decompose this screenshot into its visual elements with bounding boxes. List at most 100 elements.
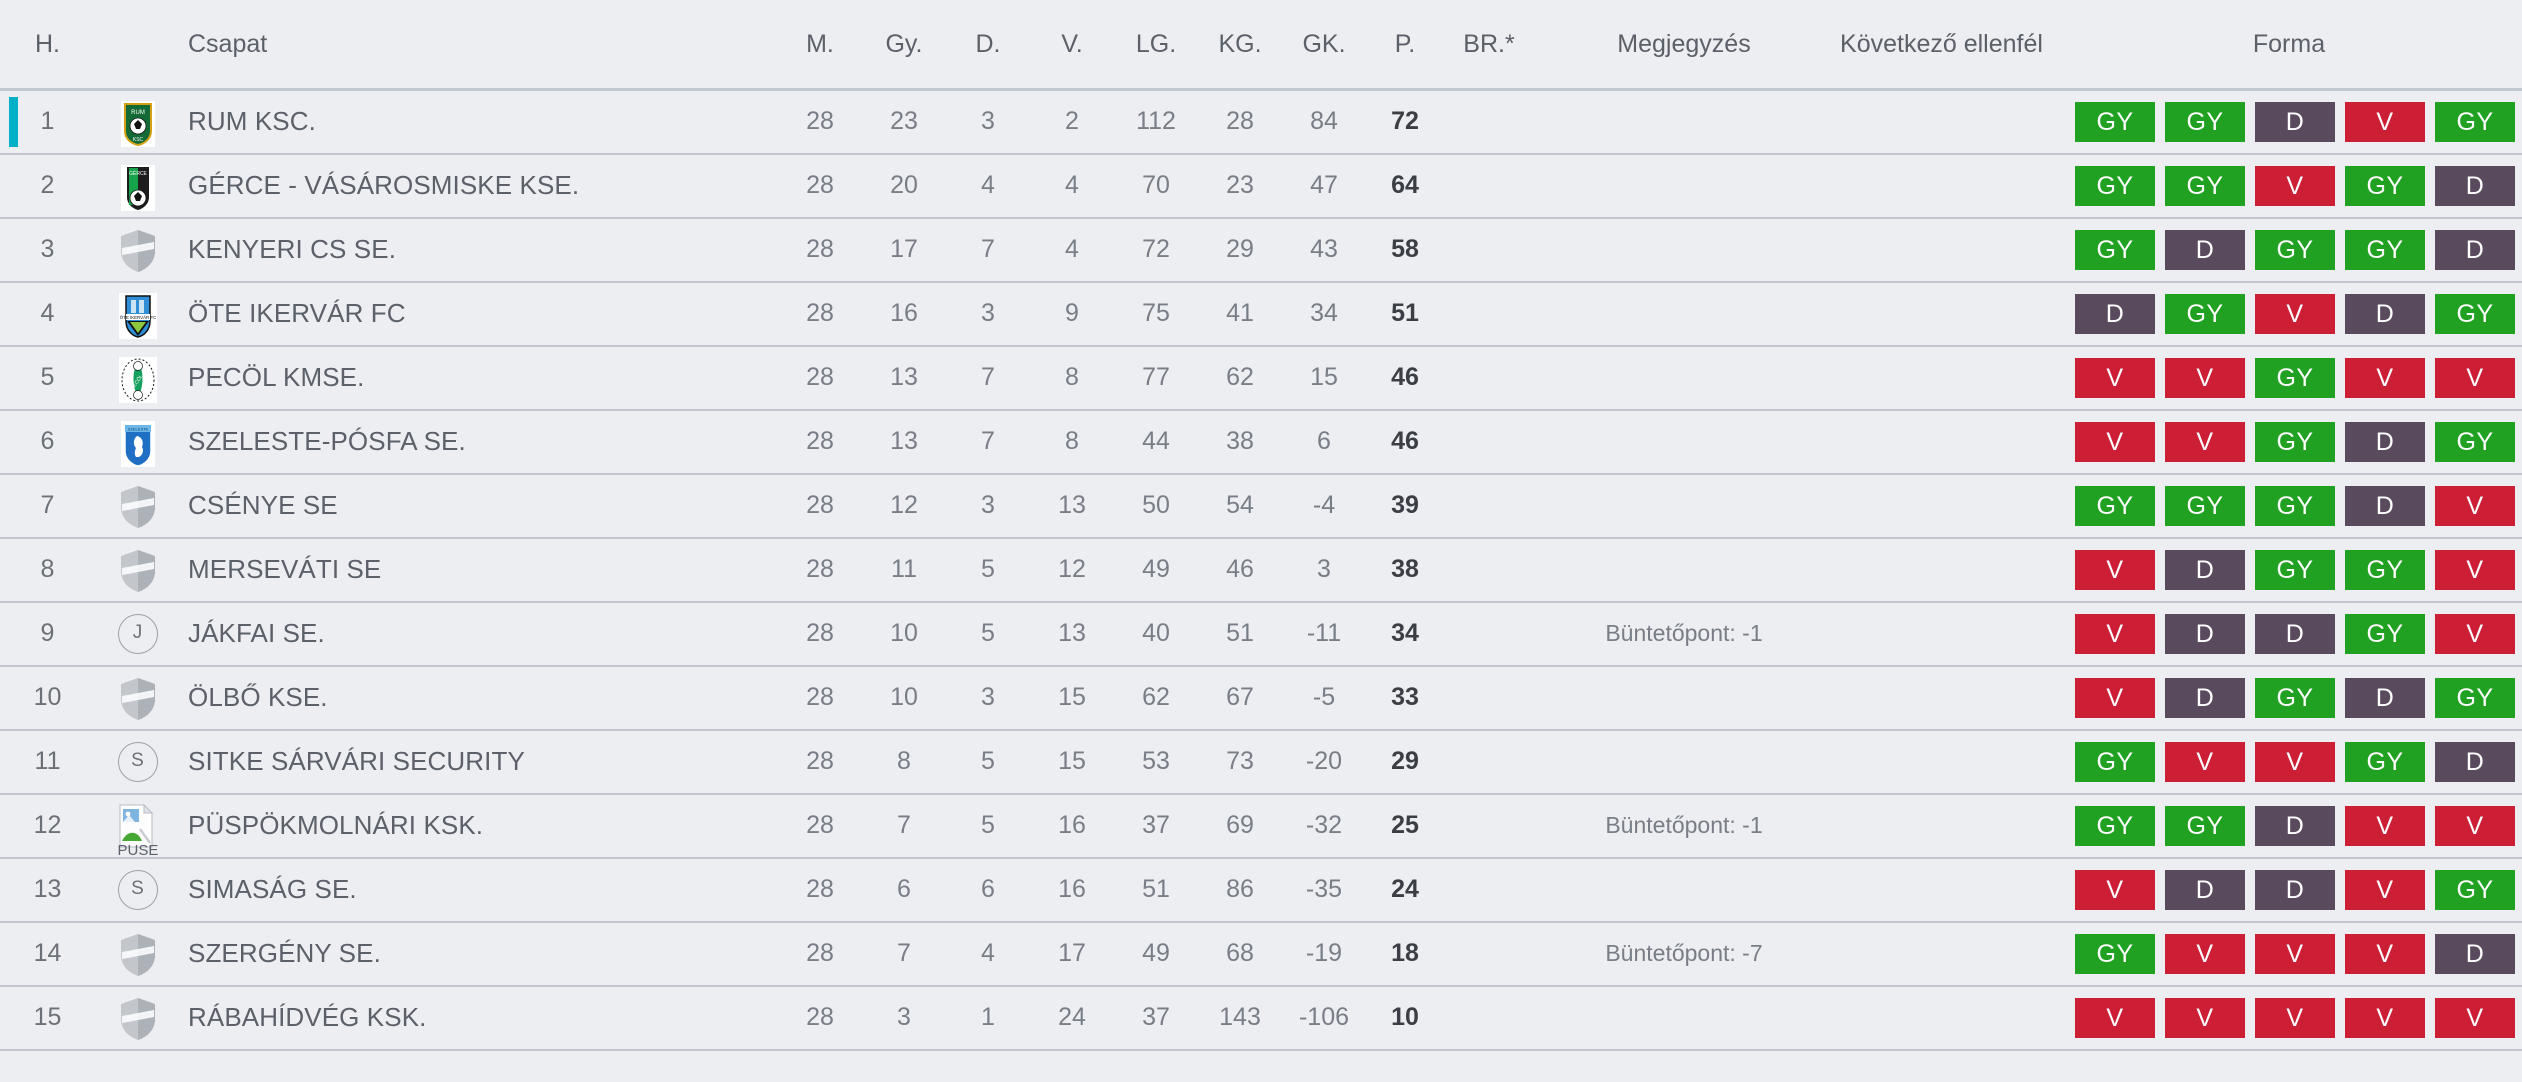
table-row[interactable]: 13 S SIMASÁG SE. 28 6 6 16 51 86 -35 24 V D D V GY (0, 857, 2522, 923)
row-team-name[interactable]: ÖTE IKERVÁR FC (180, 281, 778, 347)
row-next-opponent[interactable] (1834, 921, 2049, 987)
form-badge[interactable]: V (2435, 549, 2515, 590)
form-badge[interactable]: GY (2075, 805, 2155, 846)
row-team-name[interactable]: RUM KSC. (180, 89, 778, 155)
table-row[interactable]: 4 ÖTE IKERVÁR FC ÖTE IKERVÁR FC 28 16 3 9 75 41 3… (0, 281, 2522, 347)
form-badge[interactable]: GY (2345, 613, 2425, 654)
table-row[interactable]: 9 J JÁKFAI SE. 28 10 5 13 40 51 -11 34 Büntetőpont:… (0, 601, 2522, 667)
form-badge[interactable]: GY (2345, 741, 2425, 782)
row-next-opponent[interactable] (1834, 409, 2049, 475)
form-badge[interactable]: GY (2255, 357, 2335, 398)
row-next-opponent[interactable] (1834, 793, 2049, 859)
row-next-opponent[interactable] (1834, 729, 2049, 795)
column-header-played[interactable]: M. (778, 0, 862, 91)
table-row[interactable]: 2 GÉRCE GÉRCE - VÁSÁROSMISKE KSE. 28 20 4 4 70 2… (0, 153, 2522, 219)
form-badge[interactable]: V (2435, 997, 2515, 1038)
row-team-name[interactable]: SITKE SÁRVÁRI SECURITY (180, 729, 778, 795)
row-next-opponent[interactable] (1834, 473, 2049, 539)
row-next-opponent[interactable] (1834, 537, 2049, 603)
form-badge[interactable]: V (2435, 805, 2515, 846)
form-badge[interactable]: GY (2435, 421, 2515, 462)
form-badge[interactable]: GY (2165, 293, 2245, 334)
table-row[interactable]: 10 ÖLBŐ KSE. 28 10 3 15 62 67 -5 33 V D GY D GY (0, 665, 2522, 731)
form-badge[interactable]: V (2165, 933, 2245, 974)
column-header-goals-for[interactable]: LG. (1114, 0, 1198, 91)
column-header-team[interactable]: Csapat (180, 0, 778, 91)
form-badge[interactable]: GY (2075, 485, 2155, 526)
form-badge[interactable]: D (2255, 805, 2335, 846)
form-badge[interactable]: D (2255, 869, 2335, 910)
form-badge[interactable]: D (2165, 549, 2245, 590)
form-badge[interactable]: GY (2165, 101, 2245, 142)
row-team-name[interactable]: PECÖL KMSE. (180, 345, 778, 411)
form-badge[interactable]: V (2075, 613, 2155, 654)
form-badge[interactable]: GY (2345, 229, 2425, 270)
column-header-rank[interactable]: H. (0, 0, 95, 91)
form-badge[interactable]: V (2075, 677, 2155, 718)
form-badge[interactable]: GY (2435, 101, 2515, 142)
row-team-name[interactable]: CSÉNYE SE (180, 473, 778, 539)
form-badge[interactable]: V (2165, 421, 2245, 462)
table-row[interactable]: 1 RUM KSC RUM KSC. 28 23 3 2 112 28 84 72 GY GY D V GY (0, 89, 2522, 155)
form-badge[interactable]: GY (2435, 293, 2515, 334)
table-row[interactable]: 12 PUSE PÜSPÖKMOLNÁRI KSK. 28 7 5 16 37 69 -32 25 B… (0, 793, 2522, 859)
table-row[interactable]: 5 PECÖL PECÖL KMSE. 28 13 7 8 77 62 15 46 V V GY V V (0, 345, 2522, 411)
form-badge[interactable]: GY (2435, 677, 2515, 718)
form-badge[interactable]: GY (2255, 421, 2335, 462)
row-next-opponent[interactable] (1834, 217, 2049, 283)
row-team-name[interactable]: SZERGÉNY SE. (180, 921, 778, 987)
row-team-name[interactable]: GÉRCE - VÁSÁROSMISKE KSE. (180, 153, 778, 219)
table-row[interactable]: 6 SZELESTE SZELESTE-PÓSFA SE. 28 13 7 8 44 38 6 46… (0, 409, 2522, 475)
form-badge[interactable]: V (2255, 997, 2335, 1038)
form-badge[interactable]: V (2075, 869, 2155, 910)
form-badge[interactable]: V (2255, 741, 2335, 782)
form-badge[interactable]: V (2165, 741, 2245, 782)
form-badge[interactable]: V (2345, 357, 2425, 398)
row-team-name[interactable]: RÁBAHÍDVÉG KSK. (180, 985, 778, 1051)
column-header-points[interactable]: P. (1366, 0, 1444, 91)
form-badge[interactable]: V (2075, 421, 2155, 462)
column-header-goal-difference[interactable]: GK. (1282, 0, 1366, 91)
column-header-br[interactable]: BR.* (1444, 0, 1534, 91)
row-team-name[interactable]: JÁKFAI SE. (180, 601, 778, 667)
row-team-name[interactable]: ÖLBŐ KSE. (180, 665, 778, 731)
form-badge[interactable]: D (2075, 293, 2155, 334)
form-badge[interactable]: GY (2075, 165, 2155, 206)
row-team-name[interactable]: MERSEVÁTI SE (180, 537, 778, 603)
form-badge[interactable]: D (2345, 293, 2425, 334)
form-badge[interactable]: V (2165, 357, 2245, 398)
form-badge[interactable]: V (2165, 997, 2245, 1038)
form-badge[interactable]: V (2075, 997, 2155, 1038)
form-badge[interactable]: GY (2165, 165, 2245, 206)
column-header-drawn[interactable]: D. (946, 0, 1030, 91)
form-badge[interactable]: D (2165, 229, 2245, 270)
form-badge[interactable]: D (2165, 869, 2245, 910)
form-badge[interactable]: GY (2075, 933, 2155, 974)
column-header-lost[interactable]: V. (1030, 0, 1114, 91)
row-next-opponent[interactable] (1834, 89, 2049, 155)
form-badge[interactable]: V (2255, 293, 2335, 334)
table-row[interactable]: 11 S SITKE SÁRVÁRI SECURITY 28 8 5 15 53 73 -20 29… (0, 729, 2522, 795)
form-badge[interactable]: V (2345, 805, 2425, 846)
form-badge[interactable]: D (2435, 229, 2515, 270)
form-badge[interactable]: V (2255, 933, 2335, 974)
form-badge[interactable]: GY (2075, 229, 2155, 270)
form-badge[interactable]: GY (2255, 549, 2335, 590)
form-badge[interactable]: V (2345, 997, 2425, 1038)
row-team-name[interactable]: SZELESTE-PÓSFA SE. (180, 409, 778, 475)
form-badge[interactable]: V (2435, 357, 2515, 398)
row-team-name[interactable]: SIMASÁG SE. (180, 857, 778, 923)
row-next-opponent[interactable] (1834, 857, 2049, 923)
row-team-name[interactable]: KENYERI CS SE. (180, 217, 778, 283)
form-badge[interactable]: V (2435, 613, 2515, 654)
table-row[interactable]: 7 CSÉNYE SE 28 12 3 13 50 54 -4 39 GY GY GY D V (0, 473, 2522, 539)
column-header-won[interactable]: Gy. (862, 0, 946, 91)
form-badge[interactable]: D (2255, 101, 2335, 142)
form-badge[interactable]: D (2165, 677, 2245, 718)
form-badge[interactable]: GY (2435, 869, 2515, 910)
form-badge[interactable]: GY (2345, 549, 2425, 590)
form-badge[interactable]: D (2255, 613, 2335, 654)
table-row[interactable]: 3 KENYERI CS SE. 28 17 7 4 72 29 43 58 GY D GY GY D (0, 217, 2522, 283)
column-header-goals-against[interactable]: KG. (1198, 0, 1282, 91)
form-badge[interactable]: D (2345, 677, 2425, 718)
